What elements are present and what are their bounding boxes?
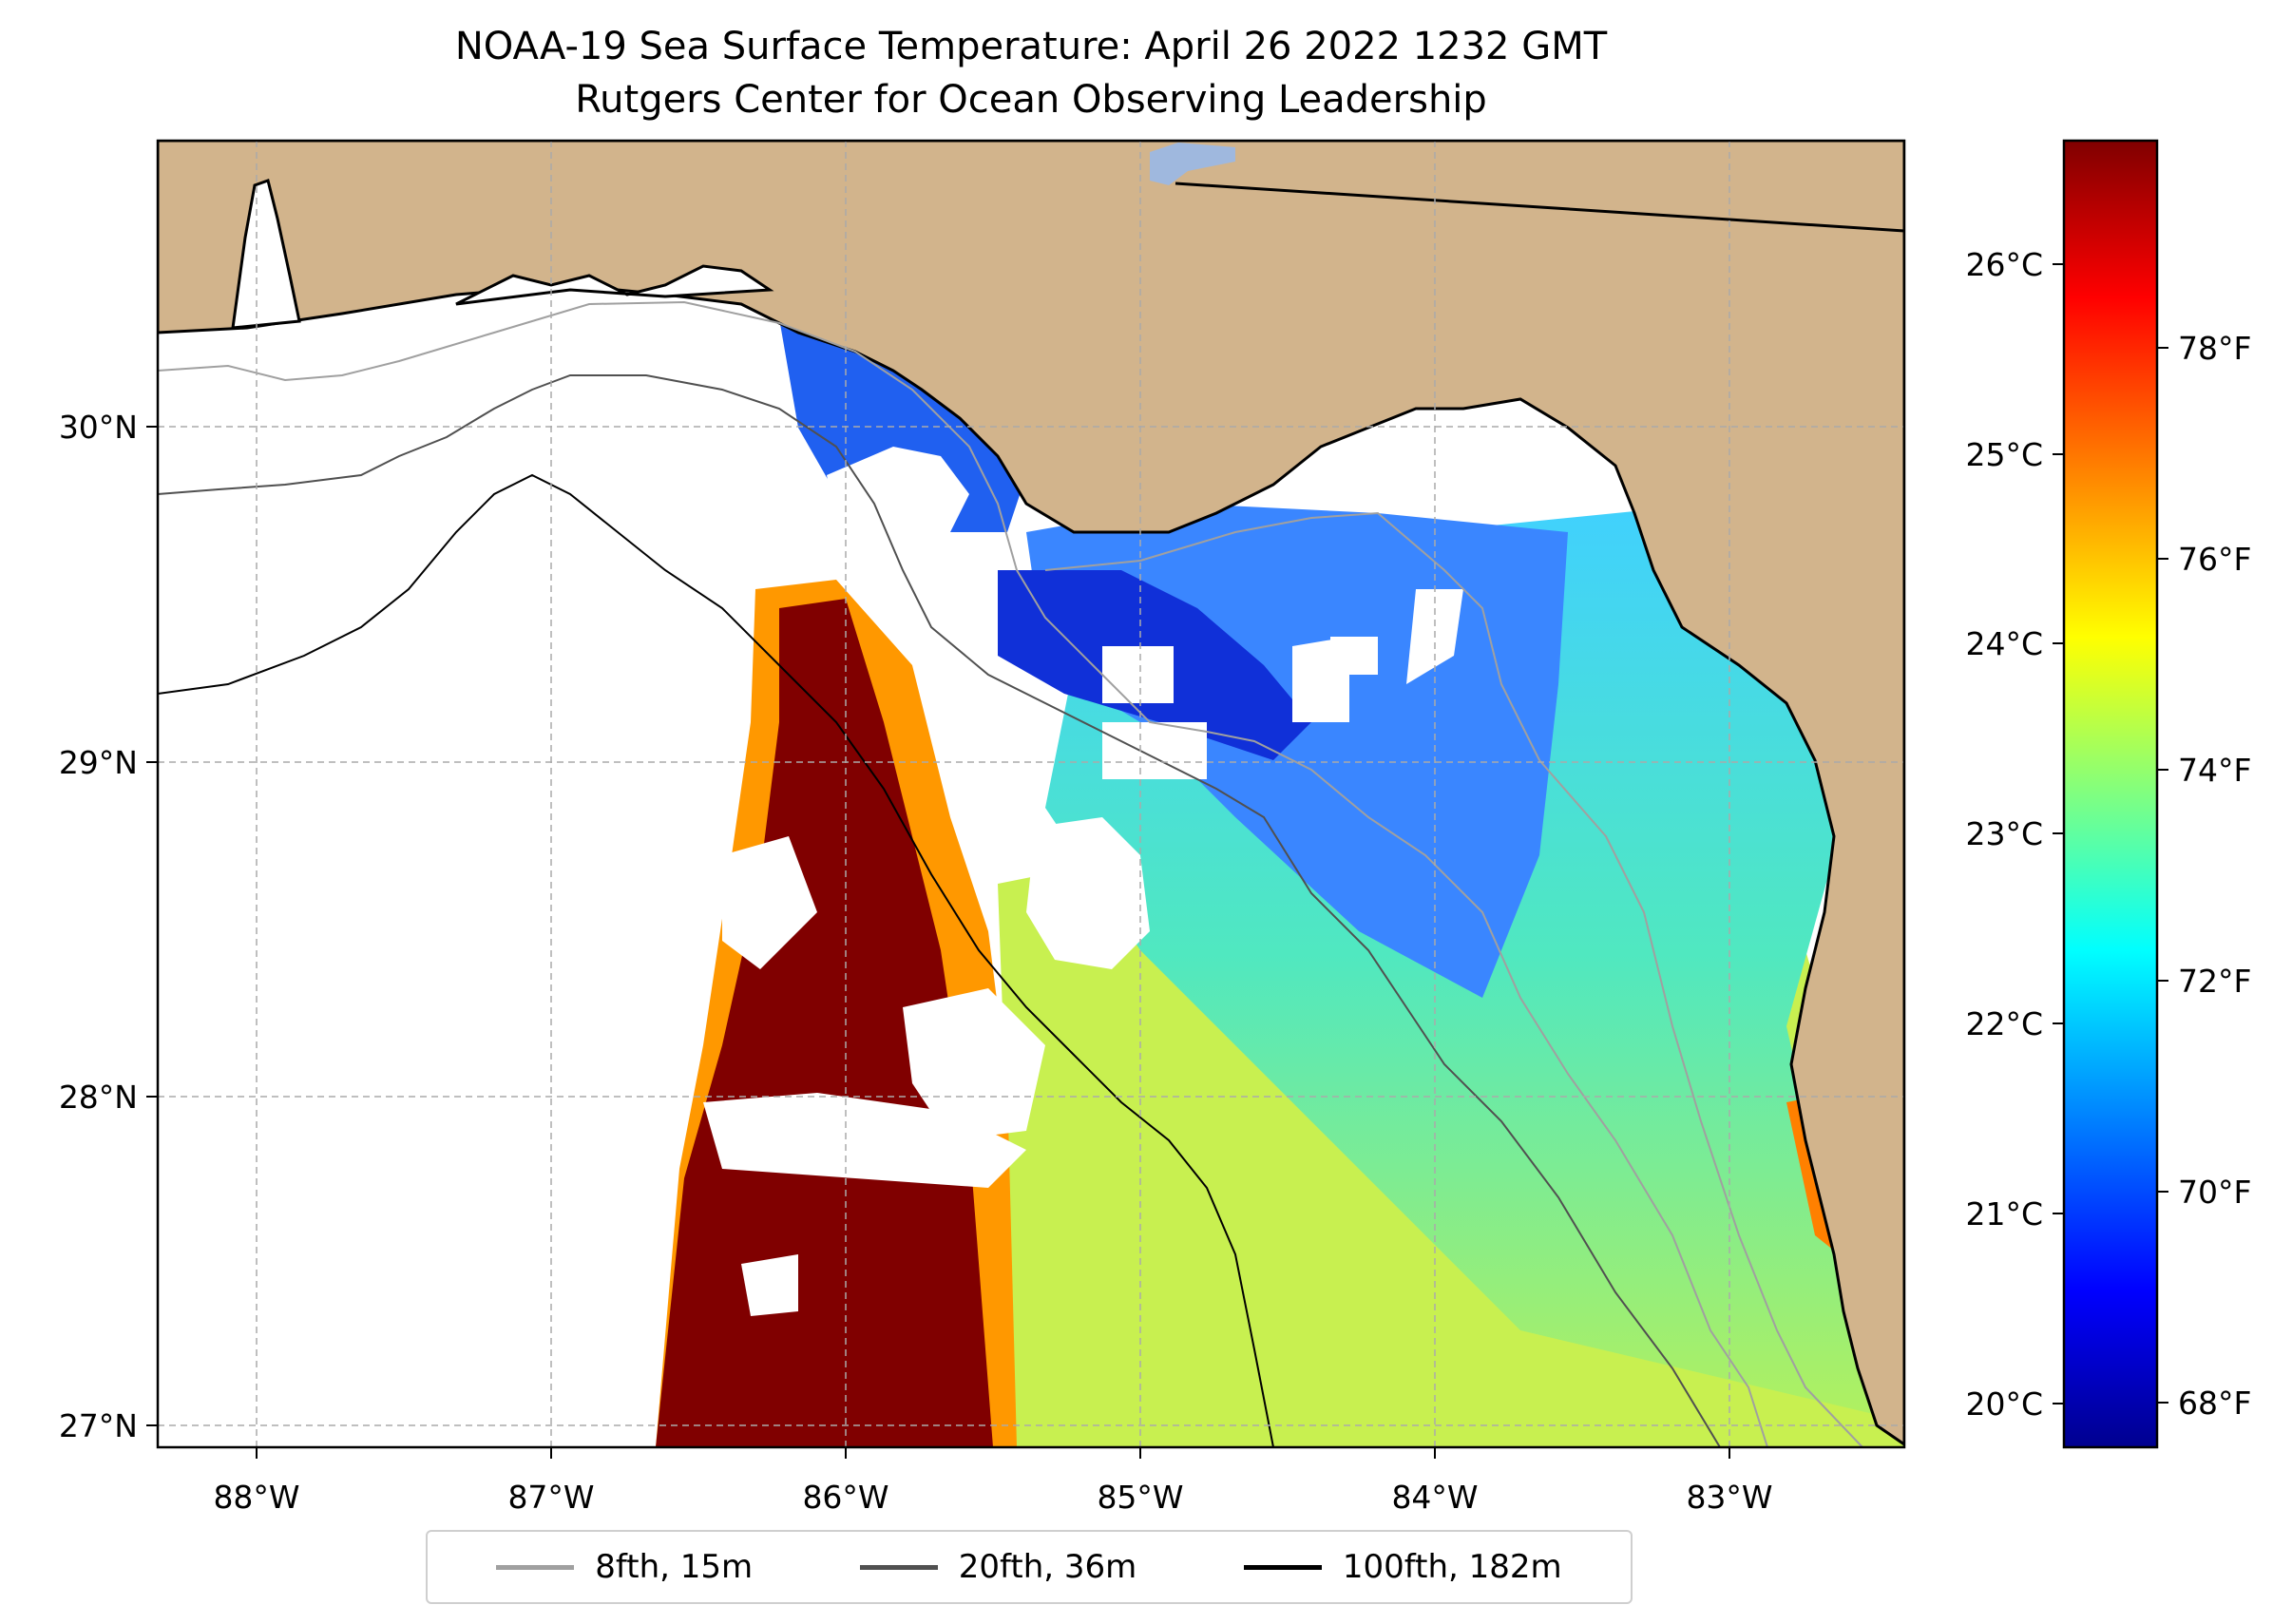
lon-tick-85w: 85°W: [1097, 1479, 1183, 1516]
map-title: NOAA-19 Sea Surface Temperature: April 2…: [454, 25, 1608, 68]
contour-8fth: [158, 300, 1768, 1447]
lat-tick-29n: 29°N: [59, 744, 138, 781]
map-frame: [156, 139, 1906, 1449]
lon-tick-86w: 86°W: [802, 1479, 888, 1516]
colorbar-f-72: 72°F: [2178, 963, 2251, 1000]
colorbar-f-76: 76°F: [2178, 541, 2251, 578]
contour-legend: 8fth, 15m 20fth, 36m 100fth, 182m: [426, 1530, 1633, 1604]
lon-tick-87w: 87°W: [507, 1479, 594, 1516]
contour-8fth-east: [1044, 511, 1863, 1447]
state-boundary: [1175, 182, 1904, 233]
legend-line-8fth: [496, 1564, 575, 1570]
colorbar-f-68: 68°F: [2178, 1385, 2251, 1422]
colorbar-c-25: 25°C: [1965, 436, 2043, 473]
legend-label-100fth: 100fth, 182m: [1342, 1548, 1562, 1586]
cloud-mask: [703, 447, 1463, 1316]
axis-ticks: [146, 426, 1730, 1459]
lat-tick-30n: 30°N: [59, 409, 138, 446]
map-subtitle: Rutgers Center for Ocean Observing Leade…: [575, 78, 1487, 122]
colorbar-c-22: 22°C: [1965, 1005, 2043, 1042]
colorbar: [2062, 139, 2159, 1449]
colorbar-c-26: 26°C: [1965, 246, 2043, 283]
contour-100fth: [158, 473, 1274, 1447]
legend-line-20fth: [859, 1564, 938, 1570]
legend-entry-20fth: 20fth, 36m: [859, 1548, 1137, 1586]
colorbar-c-21: 21°C: [1965, 1195, 2043, 1232]
contour-20fth: [158, 374, 1721, 1447]
legend-entry-8fth: 8fth, 15m: [496, 1548, 753, 1586]
lake-seminole: [1150, 143, 1235, 185]
lat-tick-27n: 27°N: [59, 1407, 138, 1444]
colorbar-c-20: 20°C: [1965, 1385, 2043, 1423]
lon-tick-84w: 84°W: [1391, 1479, 1478, 1516]
mobile-bay: [231, 179, 301, 330]
colorbar-c-24: 24°C: [1965, 625, 2043, 662]
colorbar-f-70: 70°F: [2178, 1174, 2251, 1211]
colorbar-ticks: [2053, 263, 2168, 1404]
legend-entry-100fth: 100fth, 182m: [1243, 1548, 1562, 1586]
colorbar-f-74: 74°F: [2178, 752, 2251, 789]
legend-line-100fth: [1243, 1564, 1322, 1570]
lat-tick-28n: 28°N: [59, 1079, 138, 1116]
graticule: [158, 141, 1904, 1447]
legend-label-20fth: 20fth, 36m: [958, 1548, 1137, 1586]
colorbar-c-23: 23°C: [1965, 815, 2043, 852]
lon-tick-83w: 83°W: [1686, 1479, 1772, 1516]
coastal-bays: [455, 264, 774, 306]
colorbar-f-78: 78°F: [2178, 330, 2251, 367]
legend-label-8fth: 8fth, 15m: [595, 1548, 754, 1586]
sst-hot-band: [656, 599, 993, 1447]
lon-tick-88w: 88°W: [213, 1479, 299, 1516]
map-panel: [158, 141, 1904, 1447]
